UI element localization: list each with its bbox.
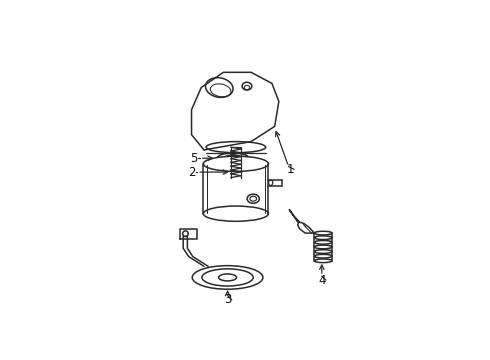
Ellipse shape xyxy=(247,194,259,203)
Text: 5: 5 xyxy=(191,152,198,165)
Ellipse shape xyxy=(203,156,269,171)
Text: 1: 1 xyxy=(286,163,294,176)
Text: 4: 4 xyxy=(318,274,325,287)
Text: 3: 3 xyxy=(224,293,231,306)
Ellipse shape xyxy=(203,206,269,221)
Ellipse shape xyxy=(217,153,249,163)
Ellipse shape xyxy=(202,269,253,286)
Text: 2: 2 xyxy=(188,166,196,179)
